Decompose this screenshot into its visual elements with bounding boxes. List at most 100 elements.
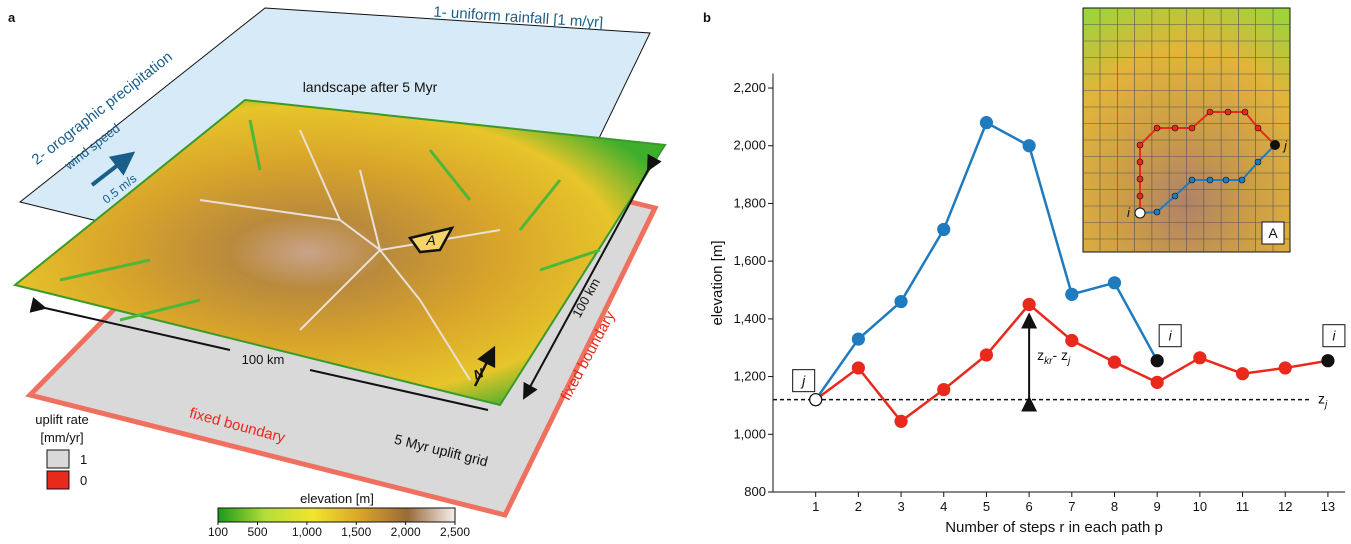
legend-swatch <box>46 470 70 490</box>
legend-swatch <box>46 449 70 469</box>
x-axis-label: Number of steps r in each path p <box>945 519 1163 536</box>
inset-dot <box>1136 141 1144 149</box>
inset-dot <box>1254 124 1262 132</box>
landscape <box>12 98 667 407</box>
width-label: 100 km <box>242 352 285 367</box>
panel-a: a 1- uniform rainfall [1 m/yr] 2- orogra… <box>8 4 667 539</box>
series-point <box>979 348 994 362</box>
series-point <box>1235 367 1250 381</box>
x-tick-label: 7 <box>1068 499 1075 514</box>
series-point <box>809 393 823 407</box>
inset-dot <box>1153 208 1161 216</box>
series-point <box>979 116 994 130</box>
inset-dot <box>1206 108 1214 116</box>
point-label-box <box>792 369 816 393</box>
inset-dot <box>1153 124 1161 132</box>
x-tick-label: 4 <box>940 499 947 514</box>
series-point <box>937 222 951 237</box>
colorbar <box>217 507 456 523</box>
y-tick-label: 2,200 <box>733 80 766 95</box>
series-point <box>1150 375 1164 389</box>
series-point <box>1150 354 1164 368</box>
inset-dot <box>1136 192 1144 200</box>
inset-end-label: j <box>1282 138 1288 153</box>
series-point <box>1022 139 1036 153</box>
colorbar-tick-label: 100 <box>208 525 228 539</box>
panel-label: a <box>8 10 16 25</box>
point-label: i <box>1332 328 1336 344</box>
colorbar-tick-label: 2,000 <box>391 525 421 539</box>
inset-dot <box>1171 192 1179 200</box>
arrow <box>523 153 662 400</box>
series-point <box>1107 355 1122 369</box>
series-point <box>851 361 865 375</box>
x-tick-label: 2 <box>855 499 862 514</box>
colorbar-tick-label: 1,500 <box>341 525 371 539</box>
landscape-label: landscape after 5 Myr <box>303 79 438 95</box>
inset-dot <box>1136 158 1144 166</box>
inset-dot <box>1224 108 1232 116</box>
point-label-box <box>1158 324 1182 348</box>
x-tick-label: 3 <box>897 499 904 514</box>
legend-label: 0 <box>80 473 87 488</box>
valleys <box>199 129 501 381</box>
point-label: j <box>800 373 806 389</box>
series-point <box>1065 333 1079 348</box>
inset-name-box <box>1261 221 1285 245</box>
x-tick-label: 1 <box>812 499 819 514</box>
panel-label: b <box>703 10 711 25</box>
inset-dot <box>1238 176 1246 184</box>
y-tick-label: 1,800 <box>733 195 766 210</box>
series-point <box>1321 354 1335 368</box>
inset-grid <box>1083 8 1290 252</box>
inset-dot <box>1188 124 1196 132</box>
uplift-title: [mm/yr] <box>40 430 83 445</box>
x-tick-label: 12 <box>1278 499 1292 514</box>
colorbar-tick-label: 500 <box>247 525 267 539</box>
series-point <box>894 294 908 309</box>
x-tick-label: 5 <box>983 499 990 514</box>
inset-name: A <box>1268 225 1278 241</box>
series-point <box>851 332 865 346</box>
area-label: A <box>425 232 435 248</box>
series-point <box>1065 287 1079 301</box>
series-line <box>814 302 1329 424</box>
inset-end <box>1270 140 1280 150</box>
series-point <box>1022 297 1036 312</box>
wind-arrow <box>90 151 136 187</box>
y-tick-label: 1,200 <box>733 369 766 384</box>
x-tick-label: 11 <box>1236 499 1250 514</box>
inset-dot <box>1222 176 1230 184</box>
x-tick-label: 13 <box>1321 499 1335 514</box>
series-point <box>1107 276 1122 290</box>
series-point <box>894 414 908 428</box>
panel-b: i j A <box>1082 7 1291 253</box>
inset-dot <box>1254 158 1262 166</box>
inset-dot <box>1136 175 1144 183</box>
point-label-box <box>1322 324 1346 348</box>
inset-start-label: i <box>1127 205 1131 220</box>
y-tick-label: 1,000 <box>733 426 766 441</box>
area-box <box>407 226 455 254</box>
north-arrow <box>473 345 496 387</box>
y-tick-label: 2,000 <box>733 138 766 153</box>
colorbar-title: elevation [m] <box>300 491 374 506</box>
colorbar-tick-label: 1,000 <box>292 525 322 539</box>
series-point <box>937 382 951 397</box>
series-point <box>1278 361 1292 375</box>
inset-dot <box>1241 108 1249 116</box>
y-tick-label: 1,600 <box>733 253 766 268</box>
y-axis-label: elevation [m] <box>709 240 726 325</box>
inset-dot <box>1206 176 1214 184</box>
reference-label: zj <box>1318 391 1328 411</box>
colorbar-tick-label: 2,500 <box>440 525 470 539</box>
legend-label: 1 <box>80 452 87 467</box>
uplift-title: uplift rate <box>35 412 88 427</box>
y-tick-label: 1,400 <box>733 311 766 326</box>
arrow <box>309 369 489 411</box>
inset-dots <box>1136 108 1262 216</box>
x-tick-label: 8 <box>1111 499 1118 514</box>
series-point <box>1193 351 1207 365</box>
difference-label: zkr- zj <box>1037 347 1071 367</box>
